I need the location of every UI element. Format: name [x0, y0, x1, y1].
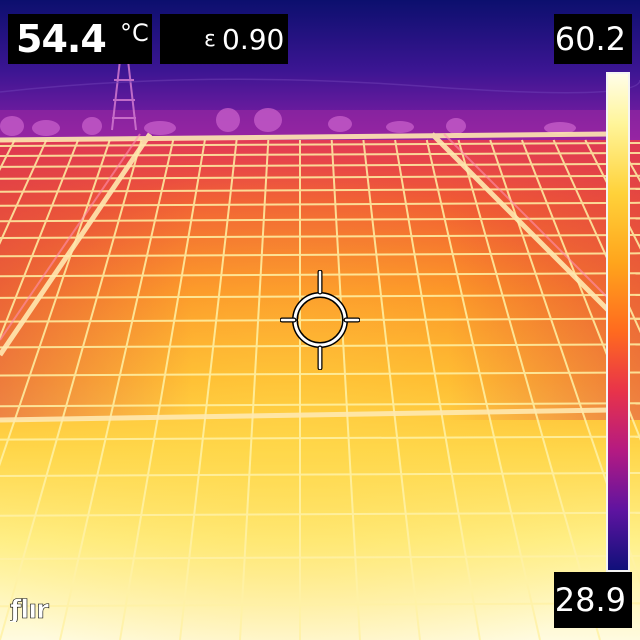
- panel-cell-line: [239, 139, 270, 640]
- panel-cell-line: [0, 435, 640, 441]
- panel-cell-line: [119, 139, 206, 640]
- scale-min-readout: 28.9: [554, 572, 632, 628]
- panel-cell-line: [0, 139, 80, 340]
- panel-cell-line: [0, 555, 640, 560]
- emissivity-readout: ε 0.90: [160, 14, 288, 64]
- panel-cell-line: [0, 142, 640, 147]
- spot-meter-crosshair-icon: [280, 270, 360, 370]
- temperature-unit: °C: [120, 19, 149, 47]
- panel-cell-line: [59, 139, 175, 640]
- scale-max-value: 60.2: [554, 20, 626, 58]
- panel-cell-line: [0, 511, 640, 517]
- panel-cell-line: [0, 402, 640, 408]
- panel-cell-line: [0, 371, 640, 377]
- panel-cell-line: [552, 139, 640, 334]
- panel-cell-line: [0, 201, 640, 207]
- panel-cell-line: [0, 174, 640, 180]
- spot-temperature-value: 54.4: [16, 17, 107, 61]
- spot-temperature-readout: 54.4 °C: [8, 14, 152, 64]
- panel-cell-line: [179, 139, 238, 640]
- panel-cell-line: [0, 139, 111, 467]
- temperature-color-scale-bar: [606, 72, 630, 572]
- panel-cell-line: [0, 602, 640, 608]
- scale-min-value: 28.9: [554, 581, 626, 619]
- panel-cell-line: [0, 139, 143, 640]
- emissivity-value: 0.90: [222, 23, 285, 56]
- panel-cell-line: [0, 217, 640, 223]
- panel-cell-line: [0, 152, 640, 157]
- panel-cell-line: [0, 139, 48, 245]
- panel-cell-line: [0, 317, 640, 323]
- panel-cell-line: [0, 472, 640, 477]
- scale-max-readout: 60.2: [554, 14, 632, 64]
- panel-cell-line: [0, 252, 640, 258]
- svg-text:ƒlır: ƒlır: [10, 595, 49, 622]
- panel-cell-line: [0, 187, 640, 193]
- flir-logo: ƒlır: [10, 595, 50, 622]
- panel-cell-line: [0, 162, 640, 168]
- emissivity-label: ε: [204, 27, 216, 52]
